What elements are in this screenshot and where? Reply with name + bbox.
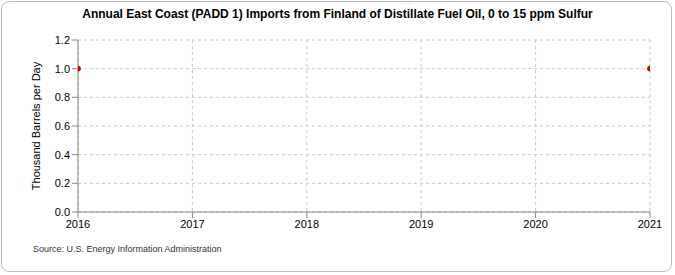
svg-text:0.0: 0.0 bbox=[55, 206, 70, 218]
svg-text:2019: 2019 bbox=[409, 218, 433, 230]
svg-text:Thousand Barrels per Day: Thousand Barrels per Day bbox=[30, 61, 42, 190]
svg-text:1.0: 1.0 bbox=[55, 63, 70, 75]
svg-text:2017: 2017 bbox=[180, 218, 204, 230]
html-text:Annual East Coast (PADD 1) Imp: Annual East Coast (PADD 1) Imports from … bbox=[82, 7, 593, 21]
svg-text:0.2: 0.2 bbox=[55, 177, 70, 189]
svg-text:0.8: 0.8 bbox=[55, 91, 70, 103]
svg-text:2020: 2020 bbox=[523, 218, 547, 230]
svg-text:2016: 2016 bbox=[66, 218, 90, 230]
svg-text:0.6: 0.6 bbox=[55, 120, 70, 132]
svg-text:0.4: 0.4 bbox=[55, 149, 70, 161]
svg-text:1.2: 1.2 bbox=[55, 34, 70, 46]
html-text:Source: U.S. Energy Informatio: Source: U.S. Energy Information Administ… bbox=[33, 244, 222, 254]
svg-text:2018: 2018 bbox=[295, 218, 319, 230]
svg-text:2021: 2021 bbox=[638, 218, 662, 230]
